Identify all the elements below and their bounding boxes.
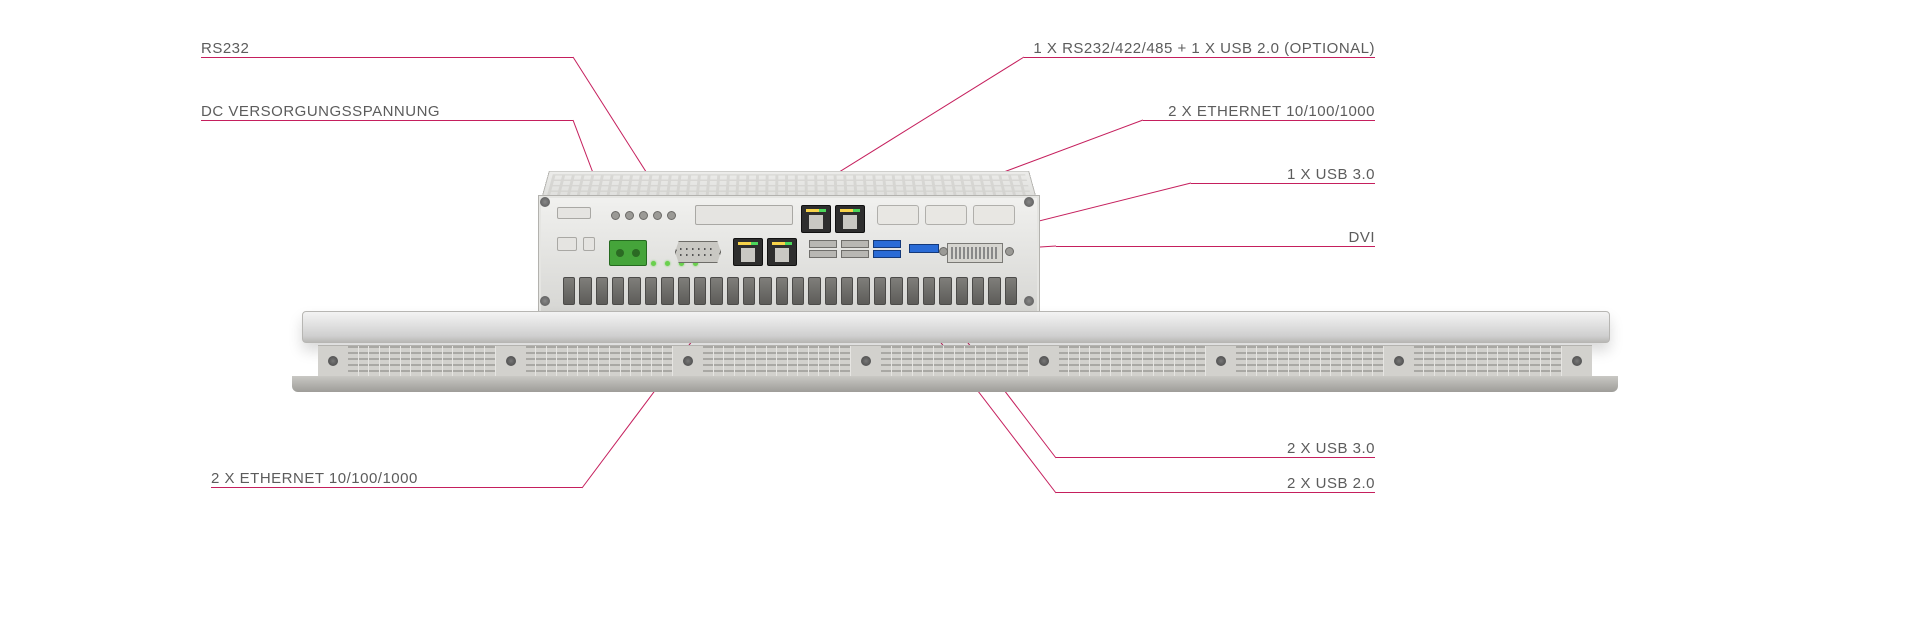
box-front-face bbox=[538, 195, 1040, 315]
ethernet-port bbox=[801, 205, 831, 233]
expansion-cutout bbox=[973, 205, 1015, 225]
dc-power-connector bbox=[609, 240, 647, 266]
blank-slot bbox=[557, 207, 591, 219]
expansion-cutout bbox=[877, 205, 919, 225]
label-ethernet-right: 2 X ETHERNET 10/100/1000 bbox=[1143, 103, 1375, 121]
ethernet-port bbox=[733, 238, 763, 266]
optional-combo-slot bbox=[695, 205, 793, 225]
base-vent-strip bbox=[318, 345, 1592, 377]
usb3-port-stack bbox=[873, 240, 901, 258]
blank-slot bbox=[557, 237, 577, 251]
base-bottom-edge bbox=[292, 376, 1618, 392]
label-ethernet-left: 2 X ETHERNET 10/100/1000 bbox=[211, 470, 582, 488]
ethernet-port bbox=[767, 238, 797, 266]
label-dc-power: DC VERSORGUNGSSPANNUNG bbox=[201, 103, 573, 121]
label-combo-port: 1 X RS232/422/485 + 1 X USB 2.0 (OPTIONA… bbox=[1024, 40, 1375, 58]
label-usb30-single: 1 X USB 3.0 bbox=[1191, 166, 1375, 184]
dvi-port bbox=[947, 243, 1003, 263]
diagram-stage: { "colors": { "accent": "#c51f5d", "labe… bbox=[0, 0, 1920, 640]
base-panel bbox=[302, 311, 1610, 343]
blank-slot bbox=[583, 237, 595, 251]
usb2-port-stack bbox=[841, 240, 869, 258]
expansion-cutout bbox=[925, 205, 967, 225]
ethernet-port bbox=[835, 205, 865, 233]
label-usb30-pair: 2 X USB 3.0 bbox=[1056, 440, 1375, 458]
label-rs232: RS232 bbox=[201, 40, 573, 58]
usb3-single-port bbox=[909, 244, 939, 253]
rs232-port bbox=[675, 241, 721, 263]
label-usb20-pair: 2 X USB 2.0 bbox=[1056, 475, 1375, 493]
usb2-port-stack bbox=[809, 240, 837, 258]
label-dvi: DVI bbox=[1056, 229, 1375, 247]
